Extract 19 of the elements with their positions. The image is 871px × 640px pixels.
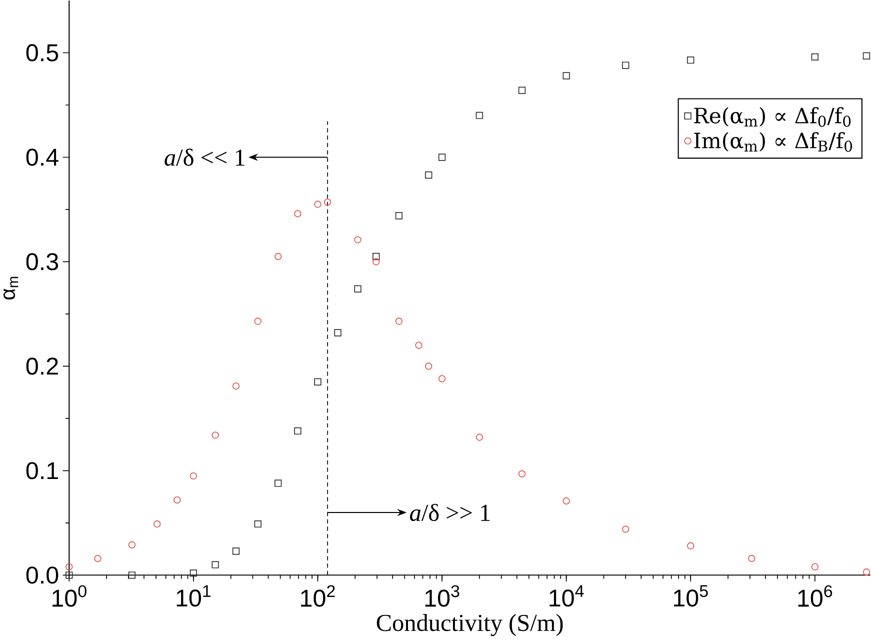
x-axis-title: Conductivity (S/m): [376, 614, 563, 636]
x-tick-label: 10$^{1}$: [176, 585, 211, 607]
x-tick-label: 10$^{6}$: [798, 585, 832, 607]
y-tick-label: 0.4: [26, 148, 58, 166]
y-tick-label: 0.5: [26, 44, 58, 62]
legend-label: Re(α$_{m}$) ∝ Δf$_{0}$/f$_{0}$: [694, 107, 851, 128]
legend-label: Im(α$_{m}$) ∝ Δf$_{B}$/f$_{0}$: [694, 132, 852, 152]
y-tick-label: 0.2: [26, 358, 58, 375]
x-tick-label: 10$^{5}$: [674, 585, 708, 607]
annotation: a/δ >> 1: [410, 504, 490, 522]
y-axis-title: α$_{m}$: [4, 277, 18, 300]
x-tick-label: 10$^{2}$: [301, 585, 335, 607]
annotation: a/δ << 1: [164, 148, 244, 166]
y-tick-label: 0.1: [26, 462, 58, 480]
x-tick-label: 10$^{4}$: [550, 585, 584, 607]
y-tick-label: 0.0: [26, 566, 58, 584]
x-tick-label: 10$^{3}$: [425, 585, 460, 607]
y-tick-label: 0.3: [26, 253, 58, 270]
x-tick-label: 10$^{0}$: [52, 585, 86, 607]
